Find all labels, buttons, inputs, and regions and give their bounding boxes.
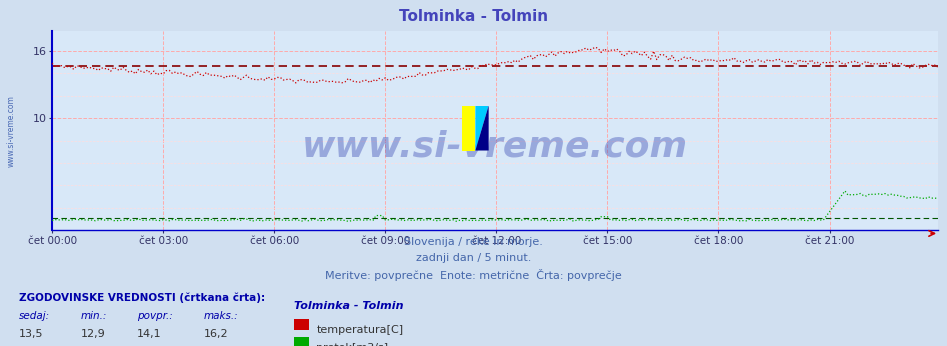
Text: ZGODOVINSKE VREDNOSTI (črtkana črta):: ZGODOVINSKE VREDNOSTI (črtkana črta): [19, 292, 265, 303]
Polygon shape [475, 106, 489, 151]
Text: min.:: min.: [80, 311, 107, 321]
Text: Meritve: povprečne  Enote: metrične  Črta: povprečje: Meritve: povprečne Enote: metrične Črta:… [325, 269, 622, 281]
Text: Tolminka - Tolmin: Tolminka - Tolmin [294, 301, 403, 311]
Text: temperatura[C]: temperatura[C] [316, 325, 403, 335]
Polygon shape [462, 106, 475, 151]
Text: www.si-vreme.com: www.si-vreme.com [302, 129, 688, 164]
Text: 12,9: 12,9 [80, 329, 105, 339]
Text: povpr.:: povpr.: [137, 311, 173, 321]
Text: sedaj:: sedaj: [19, 311, 50, 321]
Text: maks.:: maks.: [204, 311, 239, 321]
Polygon shape [475, 106, 489, 151]
Text: 14,1: 14,1 [137, 329, 162, 339]
Text: Tolminka - Tolmin: Tolminka - Tolmin [399, 9, 548, 24]
Text: Slovenija / reke in morje.: Slovenija / reke in morje. [404, 237, 543, 247]
Text: www.si-vreme.com: www.si-vreme.com [7, 95, 16, 167]
Text: pretok[m3/s]: pretok[m3/s] [316, 343, 388, 346]
Text: zadnji dan / 5 minut.: zadnji dan / 5 minut. [416, 253, 531, 263]
Text: 13,5: 13,5 [19, 329, 44, 339]
Text: 16,2: 16,2 [204, 329, 228, 339]
